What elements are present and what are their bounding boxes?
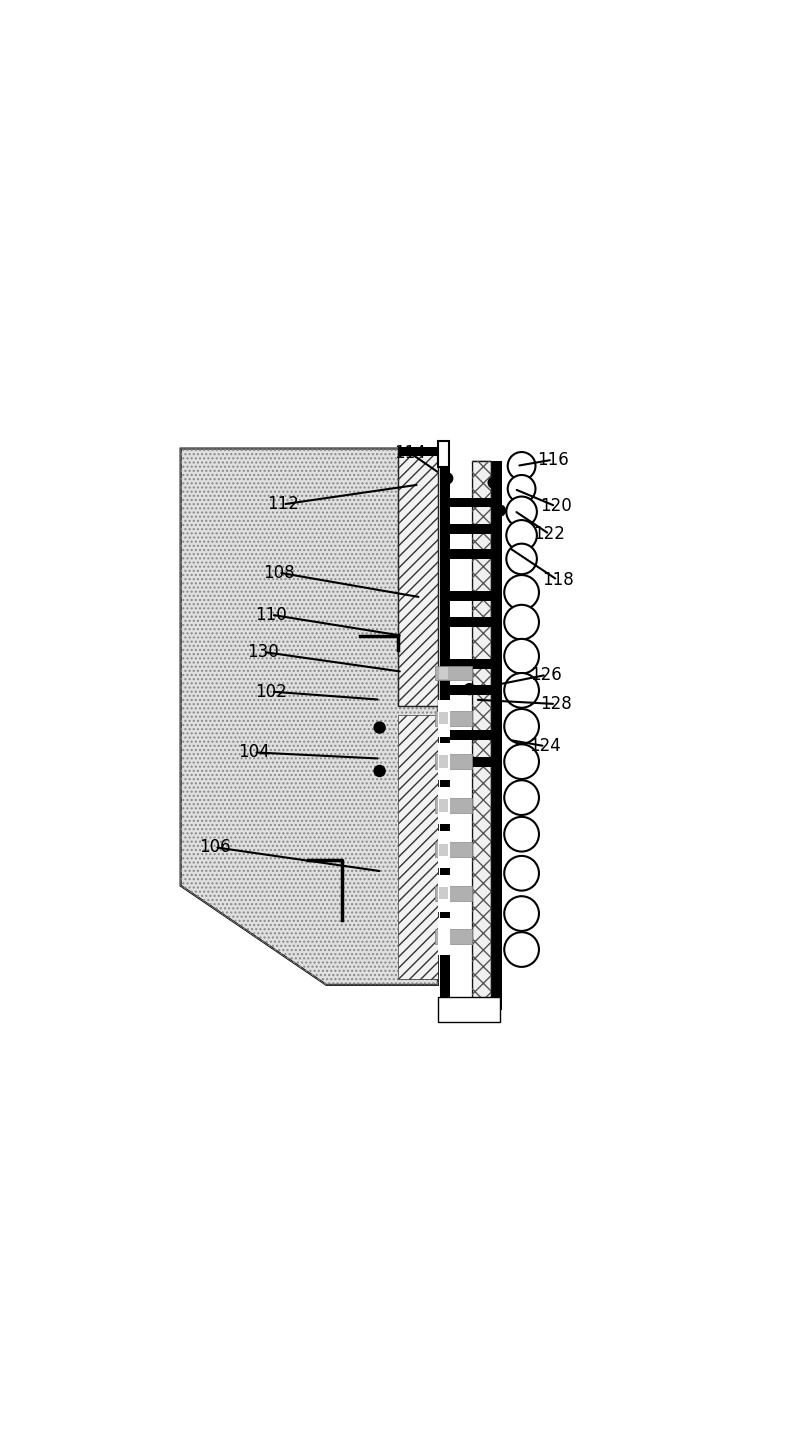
Circle shape <box>504 709 539 744</box>
Polygon shape <box>398 715 438 979</box>
Bar <box>438 788 450 824</box>
Bar <box>438 875 450 911</box>
Text: 124: 124 <box>530 737 561 756</box>
Bar <box>438 667 449 679</box>
Bar <box>435 928 472 944</box>
Bar <box>449 686 493 696</box>
Text: 108: 108 <box>262 564 294 581</box>
Circle shape <box>487 477 500 488</box>
Bar <box>449 618 493 628</box>
Circle shape <box>504 744 539 779</box>
Circle shape <box>506 543 537 574</box>
Bar <box>493 461 502 1010</box>
Circle shape <box>508 452 535 479</box>
Bar <box>472 461 490 1010</box>
Circle shape <box>504 604 539 639</box>
Bar <box>449 525 493 535</box>
Bar <box>438 742 450 780</box>
Text: 104: 104 <box>238 744 270 761</box>
Text: 114: 114 <box>394 445 426 462</box>
Circle shape <box>504 639 539 674</box>
Circle shape <box>504 780 539 815</box>
Bar <box>440 461 450 1010</box>
Bar <box>449 757 493 767</box>
Bar <box>435 754 472 769</box>
Bar <box>449 549 493 559</box>
Circle shape <box>504 897 539 931</box>
Circle shape <box>441 472 454 484</box>
Circle shape <box>504 673 539 708</box>
Bar <box>438 918 450 955</box>
Polygon shape <box>398 449 438 706</box>
Bar <box>438 799 449 812</box>
Bar <box>435 886 472 901</box>
Bar <box>449 729 493 740</box>
Circle shape <box>506 520 537 551</box>
Bar <box>438 712 449 725</box>
Text: 102: 102 <box>255 683 287 700</box>
Bar <box>435 843 472 857</box>
Bar <box>449 497 493 507</box>
Bar <box>438 700 450 737</box>
Text: 128: 128 <box>540 695 571 713</box>
Bar <box>450 461 472 1010</box>
Text: 122: 122 <box>534 525 566 543</box>
Text: 120: 120 <box>540 497 571 516</box>
Bar <box>435 665 472 680</box>
Circle shape <box>504 817 539 851</box>
Text: 118: 118 <box>542 571 574 588</box>
Text: 130: 130 <box>247 642 279 661</box>
Text: 106: 106 <box>199 838 230 856</box>
Bar <box>435 711 472 725</box>
Circle shape <box>374 721 386 734</box>
Bar <box>438 997 500 1021</box>
Bar <box>472 461 490 1010</box>
Bar <box>438 756 449 767</box>
Text: 112: 112 <box>267 495 299 513</box>
Circle shape <box>504 856 539 891</box>
Text: 110: 110 <box>255 606 287 623</box>
Bar <box>438 831 450 869</box>
Circle shape <box>506 497 537 527</box>
Bar <box>449 591 493 602</box>
Circle shape <box>463 683 476 696</box>
Text: 116: 116 <box>537 450 569 469</box>
Bar <box>449 660 493 670</box>
Circle shape <box>508 475 535 503</box>
Bar <box>438 886 449 899</box>
Bar <box>438 442 449 468</box>
Circle shape <box>374 764 386 777</box>
Bar <box>398 448 440 456</box>
Polygon shape <box>181 449 438 985</box>
Circle shape <box>494 504 506 517</box>
Circle shape <box>504 933 539 966</box>
Bar <box>438 844 449 856</box>
Circle shape <box>504 575 539 610</box>
Bar <box>435 798 472 814</box>
Text: 126: 126 <box>530 665 562 684</box>
